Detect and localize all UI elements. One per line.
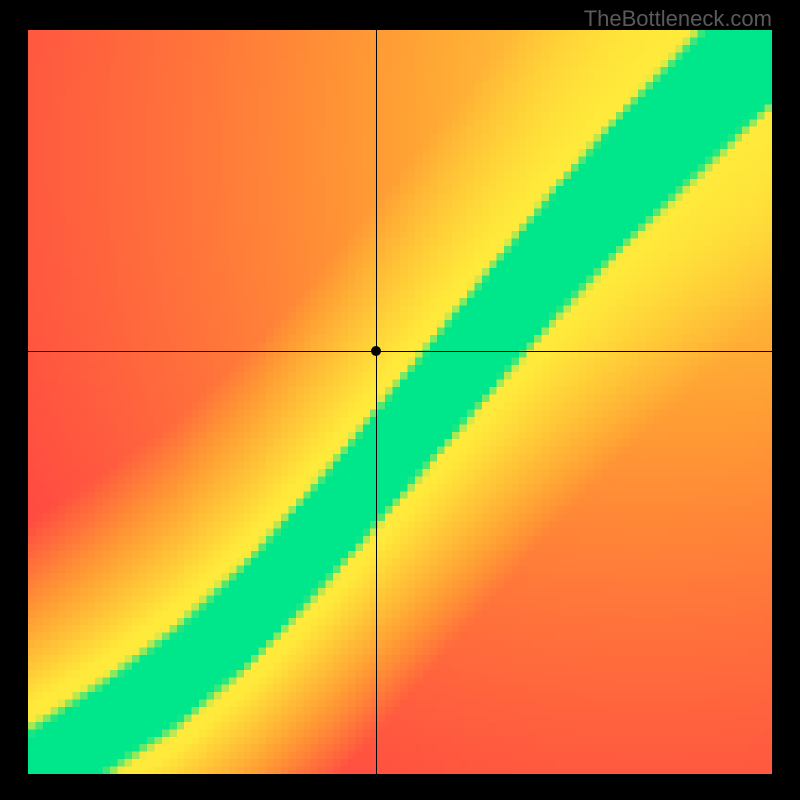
crosshair-vertical: [376, 30, 377, 774]
crosshair-horizontal: [28, 351, 772, 352]
heatmap-canvas: [28, 30, 772, 774]
watermark-text: TheBottleneck.com: [584, 6, 772, 32]
heatmap-plot: [28, 30, 772, 774]
crosshair-marker: [371, 346, 381, 356]
chart-container: TheBottleneck.com: [0, 0, 800, 800]
